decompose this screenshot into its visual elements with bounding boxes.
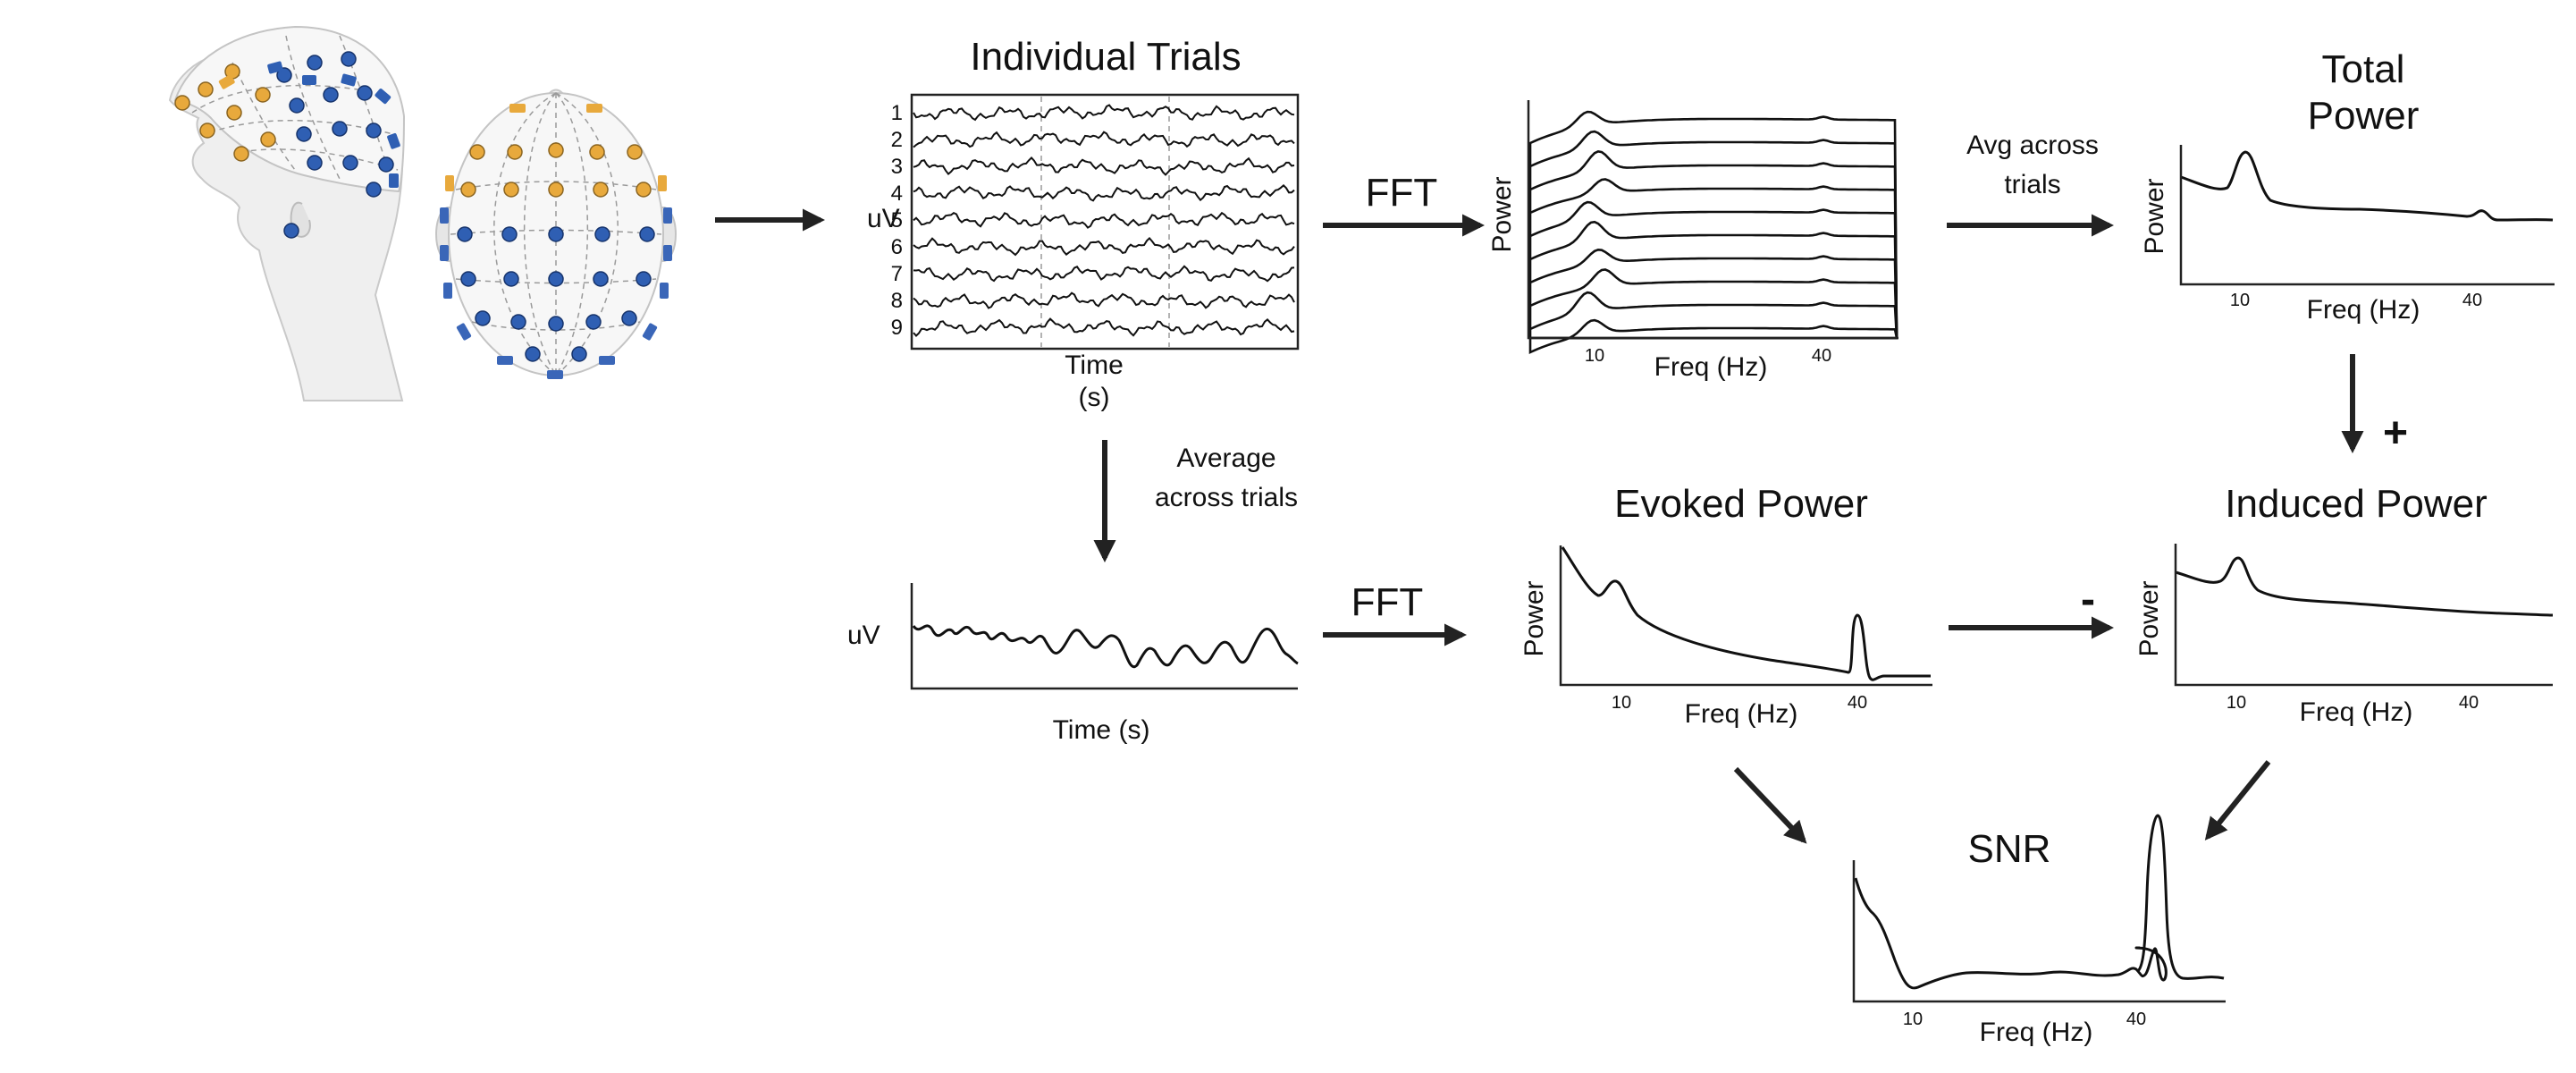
stacked-spectra (1528, 110, 1898, 355)
spectra-tick-40: 40 (1812, 346, 1831, 366)
trial-number: 9 (891, 316, 903, 340)
trial-spectra-panel: Power 10 40 Freq (Hz) (1487, 100, 1898, 382)
individual-trials-xlabel: Time (1065, 351, 1124, 380)
total-power-title-line2: Power (2308, 94, 2420, 138)
induced-power-xlabel: Freq (Hz) (2300, 697, 2413, 727)
evoked-power-xlabel: Freq (Hz) (1685, 699, 1798, 729)
trial-trace (913, 211, 1295, 229)
step-fft-bottom: FFT (1351, 580, 1424, 624)
total-power-tick-10: 10 (2230, 291, 2250, 310)
head-top-view (435, 89, 677, 379)
total-power-panel: Total Power Power 10 40 Freq (Hz) (2140, 47, 2555, 325)
trial-number: 6 (891, 235, 903, 259)
induced-power-tick-10: 10 (2227, 693, 2246, 713)
trial-trace (913, 291, 1295, 309)
evoked-power-tick-10: 10 (1612, 693, 1631, 713)
individual-trials-xlabel-unit: (s) (1079, 383, 1110, 412)
trial-number: 3 (891, 155, 903, 179)
head-side-electrodes (174, 51, 400, 239)
snr-xlabel: Freq (Hz) (1980, 1018, 2093, 1047)
trial-trace (913, 265, 1295, 283)
total-power-title-line1: Total (2322, 47, 2405, 91)
snr-tick-40: 40 (2126, 1010, 2146, 1029)
trial-trace (913, 131, 1295, 148)
trial-number: 8 (891, 289, 903, 313)
evoked-power-ylabel: Power (1520, 580, 1549, 656)
snr-tick-10: 10 (1903, 1010, 1923, 1029)
snr-peak-40 (2136, 814, 2225, 980)
induced-power-axes (2174, 544, 2553, 687)
evoked-power-axes (1559, 545, 1932, 687)
total-power-tick-40: 40 (2462, 291, 2482, 310)
step-average-line1: Average (1176, 444, 1275, 473)
average-waveform-axes (910, 583, 1298, 690)
trial-number: 4 (891, 182, 903, 206)
induced-power-ylabel: Power (2134, 580, 2164, 656)
flow-arrows (715, 208, 2364, 844)
trial-spectrum-curve (1528, 318, 1898, 355)
step-plus-sign: + (2383, 410, 2408, 457)
spectra-xlabel: Freq (Hz) (1654, 352, 1768, 382)
average-waveform-curve (912, 624, 1299, 669)
trial-number: 5 (891, 208, 903, 232)
step-minus-sign: - (2081, 576, 2095, 623)
trial-trace (913, 317, 1295, 337)
induced-power-tick-40: 40 (2459, 693, 2479, 713)
average-waveform-ylabel: uV (847, 621, 880, 650)
total-power-curve (2180, 150, 2554, 222)
head-side-view (168, 25, 406, 401)
spectra-axes (1527, 100, 1898, 340)
total-power-ylabel: Power (2140, 178, 2169, 254)
step-avg-across-trials-line2: trials (2004, 170, 2060, 199)
induced-power-panel: Induced Power Power 10 40 Freq (Hz) (2134, 482, 2554, 727)
individual-trials-panel: Individual Trials 1 2 3 45 6 7 8 9 uV Time (s) (867, 35, 1300, 412)
step-average-line2: across trials (1155, 483, 1298, 512)
trial-trace (913, 236, 1295, 257)
spectra-ylabel: Power (1487, 176, 1517, 252)
snr-axes (1852, 860, 2226, 1003)
arrow-induced-to-snr (2204, 760, 2271, 841)
snr-panel: SNR 10 40 Freq (Hz) (1852, 814, 2226, 1047)
average-waveform-xlabel: Time (s) (1053, 715, 1150, 745)
induced-power-curve (2175, 556, 2554, 617)
trial-number: 7 (891, 262, 903, 286)
induced-power-title: Induced Power (2225, 482, 2488, 526)
trial-trace (913, 156, 1295, 176)
individual-trials-title: Individual Trials (970, 35, 1241, 79)
step-fft-top: FFT (1366, 171, 1438, 215)
total-power-xlabel: Freq (Hz) (2307, 295, 2420, 325)
evoked-power-panel: Evoked Power Power 10 40 Freq (Hz) (1520, 482, 1932, 729)
spectra-tick-10: 10 (1585, 346, 1604, 366)
trial-traces (913, 104, 1295, 337)
snr-curve (1854, 877, 2168, 990)
trial-trace (913, 184, 1295, 202)
trial-number-labels: 1 2 3 45 6 7 8 9 (891, 101, 903, 340)
total-power-axes (2179, 145, 2555, 286)
arrow-evoked-to-snr (1733, 766, 1807, 844)
snr-title: SNR (1968, 827, 2051, 871)
evoked-power-curve (1561, 546, 1931, 681)
head-top-electrodes (440, 104, 672, 379)
trial-number: 2 (891, 128, 903, 152)
trial-number: 1 (891, 101, 903, 125)
evoked-power-tick-40: 40 (1848, 693, 1867, 713)
average-waveform-panel: uV Time (s) (847, 583, 1299, 745)
individual-trials-ylabel: uV (867, 204, 900, 233)
step-avg-across-trials-line1: Avg across (1966, 131, 2099, 160)
trial-trace (913, 104, 1295, 122)
evoked-power-title: Evoked Power (1614, 482, 1868, 526)
trial-spectrum-curve (1528, 291, 1898, 340)
